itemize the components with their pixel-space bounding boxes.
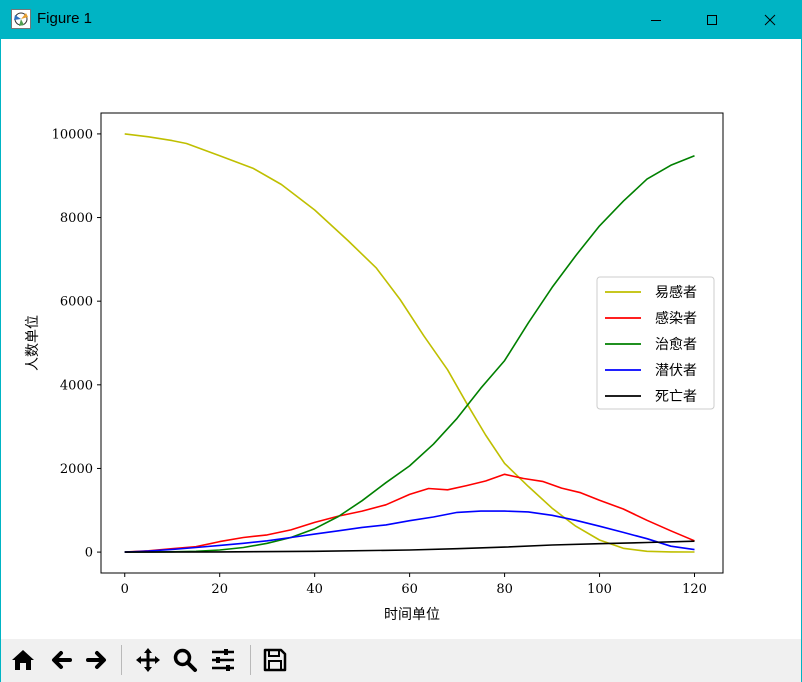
legend-label-0: 易感者	[655, 284, 697, 301]
plot-lines	[124, 133, 695, 553]
x-tick-label: 60	[401, 582, 418, 597]
legend-label-3: 潜伏者	[655, 363, 697, 379]
x-tick-label: 80	[496, 582, 513, 597]
series-line-3	[124, 510, 695, 553]
x-axis-label: 时间单位	[384, 607, 440, 623]
back-button[interactable]	[45, 644, 77, 676]
series-line-4	[124, 540, 695, 553]
x-tick-label: 40	[306, 582, 323, 597]
legend-label-4: 死亡者	[655, 389, 697, 405]
pan-button[interactable]	[132, 644, 164, 676]
maximize-icon	[707, 14, 717, 25]
minimize-icon	[651, 19, 661, 21]
y-tick-label: 0	[85, 546, 93, 561]
x-axis-ticks: 0 20 40 60 80 100 120	[121, 573, 707, 597]
y-tick-label: 6000	[60, 295, 93, 310]
y-axis-label: 人数单位	[25, 315, 41, 371]
series-line-2	[124, 154, 695, 553]
window-title: Figure 1	[37, 10, 93, 27]
configure-subplots-icon	[212, 649, 234, 671]
title-bar[interactable]: Figure 1	[1, 0, 801, 39]
matplotlib-app-icon	[11, 9, 31, 29]
close-button[interactable]	[747, 0, 793, 39]
y-tick-label: 10000	[52, 127, 93, 142]
axes-frame	[100, 112, 724, 574]
home-icon	[12, 650, 34, 670]
series-line-0	[124, 133, 695, 553]
zoom-button[interactable]	[169, 644, 201, 676]
back-icon	[52, 651, 72, 669]
line-chart: 0 20 40 60 80 100 120 0 2000 4000 6000 8000 10000 时…	[25, 112, 724, 623]
y-tick-label: 8000	[60, 211, 93, 226]
save-icon	[263, 648, 287, 672]
forward-icon	[86, 651, 106, 669]
forward-button[interactable]	[81, 644, 113, 676]
minimize-button[interactable]	[633, 0, 679, 39]
maximize-button[interactable]	[689, 0, 735, 39]
x-tick-label: 120	[682, 582, 707, 597]
pan-icon	[136, 648, 160, 672]
x-tick-label: 100	[587, 582, 612, 597]
configure-subplots-button[interactable]	[207, 644, 239, 676]
x-tick-label: 0	[121, 582, 129, 597]
save-button[interactable]	[259, 644, 291, 676]
navigation-toolbar	[1, 639, 801, 682]
y-tick-label: 2000	[60, 462, 93, 477]
toolbar-separator	[250, 645, 251, 675]
toolbar-separator	[121, 645, 122, 675]
legend-label-2: 治愈者	[655, 337, 697, 353]
legend-box	[596, 276, 715, 410]
zoom-icon	[173, 648, 197, 672]
home-button[interactable]	[7, 644, 39, 676]
x-tick-label: 20	[211, 582, 228, 597]
legend-label-1: 感染者	[655, 310, 697, 327]
figure-canvas[interactable]: 0 20 40 60 80 100 120 0 2000 4000 6000 8000 10000 时…	[1, 39, 801, 639]
series-line-1	[124, 473, 695, 553]
y-tick-label: 4000	[60, 378, 93, 393]
y-axis-ticks: 0 2000 4000 6000 8000 10000	[52, 127, 101, 561]
close-icon	[764, 14, 776, 25]
